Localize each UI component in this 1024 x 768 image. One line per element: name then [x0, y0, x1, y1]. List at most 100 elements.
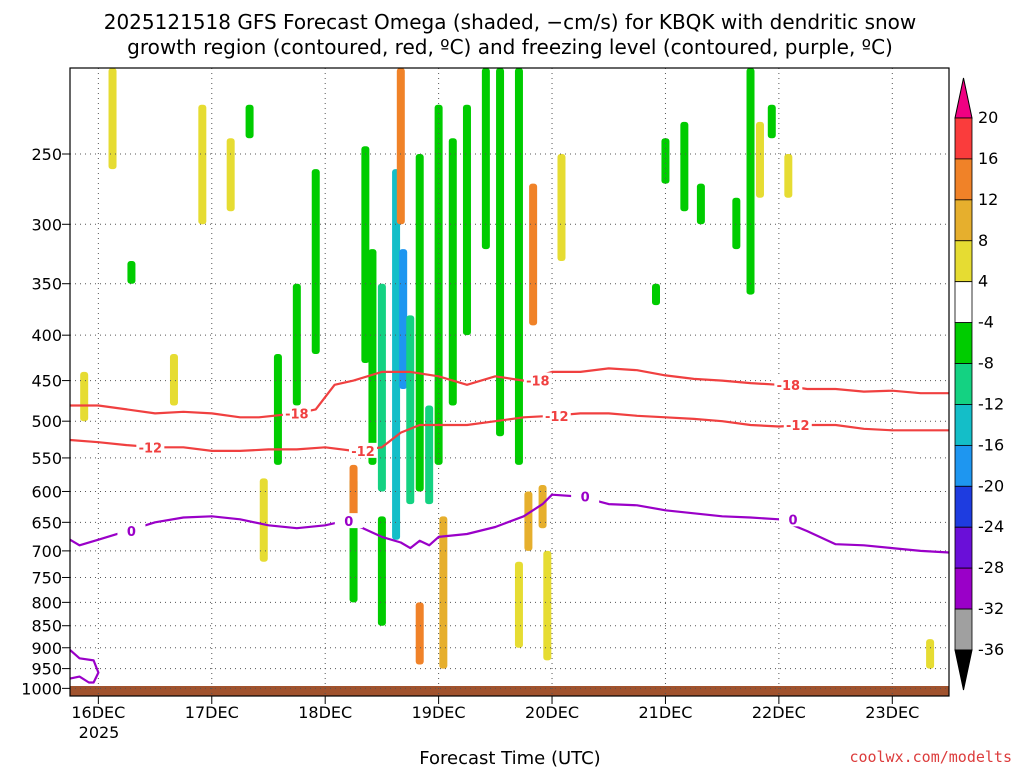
omega-cell	[245, 104, 254, 139]
x-axis-label: Forecast Time (UTC)	[419, 748, 600, 768]
omega-cell	[448, 138, 457, 406]
omega-cell	[746, 68, 755, 295]
contour-label-bg	[282, 405, 311, 421]
colorbar-swatch	[954, 526, 973, 569]
contour-label-bg	[136, 439, 165, 455]
contour-line	[69, 493, 950, 554]
colorbar-swatch	[954, 363, 973, 405]
omega-cell	[557, 154, 566, 262]
x-tick-label: 21DEC	[638, 703, 692, 722]
colorbar-swatch	[954, 281, 973, 324]
omega-cell	[377, 516, 386, 626]
omega-cell	[292, 283, 301, 406]
omega-cell	[652, 283, 660, 306]
omega-cell	[784, 154, 793, 198]
y-tick-label: 800	[31, 593, 62, 612]
x-tick-label: 23DEC	[865, 703, 919, 722]
omega-cell	[439, 516, 448, 669]
contour-line	[69, 649, 100, 684]
contour-label: -12	[545, 410, 569, 425]
y-tick-label: 500	[31, 412, 62, 431]
omega-cell	[349, 464, 358, 517]
y-tick-label: 350	[31, 275, 62, 294]
colorbar-tick-label: -36	[978, 640, 1004, 659]
omega-cell	[755, 121, 764, 198]
x-tick-label: 20DEC	[525, 703, 579, 722]
omega-cell	[361, 146, 370, 364]
colorbar: 20 16 12 8 4 -4 -8 -12 -16 -20 -24 -28 -32 -36	[954, 77, 1004, 691]
omega-cell	[543, 550, 552, 661]
colorbar-swatch	[954, 485, 973, 528]
omega-cell	[661, 138, 670, 184]
omega-shading-layer	[80, 68, 935, 669]
contour-label: 0	[581, 491, 590, 506]
omega-cell	[311, 169, 320, 354]
x-tick-label: 17DEC	[185, 703, 239, 722]
colorbar-tick-label: -16	[978, 435, 1004, 454]
y-tick-label: 600	[31, 482, 62, 501]
contour-line	[70, 367, 949, 419]
colorbar-swatch	[954, 444, 973, 487]
colorbar-tick-label: -8	[978, 354, 994, 373]
omega-cell	[767, 104, 776, 139]
contour-label-bg	[779, 511, 808, 527]
contour-label: -18	[777, 379, 801, 394]
contour-label: -12	[139, 441, 163, 456]
contour-label: -18	[526, 375, 550, 390]
contour-label-bg	[774, 376, 803, 392]
omega-cell	[399, 249, 408, 390]
omega-cell	[127, 261, 136, 284]
y-tick-label: 550	[31, 449, 62, 468]
contour-label-bg	[334, 513, 363, 529]
contour-label-bg	[523, 372, 552, 388]
colorbar-max-triangle	[954, 77, 973, 119]
credit-text[interactable]: coolwx.com/modelts	[849, 748, 1012, 766]
omega-cell	[392, 169, 401, 540]
omega-cell	[80, 371, 89, 422]
contour-layer: -18 -18 -18 -12 -12 -12 -12 0 0 0 0	[69, 367, 950, 684]
y-tick-label: 300	[31, 215, 62, 234]
colorbar-min-triangle	[954, 649, 973, 691]
colorbar-swatch	[954, 199, 973, 242]
omega-cell	[926, 639, 935, 669]
x-tick-label: 18DEC	[298, 703, 352, 722]
omega-cell	[368, 249, 377, 465]
y-tick-label: 1000	[21, 679, 62, 698]
contour-line	[69, 412, 949, 452]
y-tick-label: 450	[31, 372, 62, 391]
x-axis-year-label: 2025	[79, 723, 120, 742]
colorbar-tick-label: 4	[978, 272, 988, 291]
contour-label: -12	[351, 445, 375, 460]
omega-cell	[406, 315, 415, 505]
omega-cell	[496, 68, 505, 437]
omega-cell	[538, 484, 547, 529]
contour-label-bg	[783, 417, 812, 433]
terrain-layer	[70, 686, 949, 696]
y-tick-label: 400	[31, 326, 62, 345]
x-tick-label: 16DEC	[71, 703, 125, 722]
contour-label-bg	[571, 488, 600, 504]
omega-cell	[434, 104, 443, 465]
chart-title-line1: 2025121518 GFS Forecast Omega (shaded, −…	[104, 10, 917, 34]
colorbar-tick-label: -28	[978, 558, 1004, 577]
y-tick-label: 850	[31, 617, 62, 636]
y-tick-label: 900	[31, 639, 62, 658]
contour-label: 0	[789, 513, 798, 528]
omega-cell	[108, 68, 117, 170]
colorbar-tick-label: -24	[978, 517, 1004, 536]
y-tick-label: 950	[31, 660, 62, 679]
contour-label-bg	[349, 442, 377, 458]
omega-cell	[462, 104, 471, 336]
colorbar-tick-label: 8	[978, 231, 988, 250]
omega-cell	[226, 138, 235, 212]
omega-cell	[425, 405, 434, 505]
omega-cell	[415, 154, 424, 492]
ground-terrain	[70, 686, 949, 696]
contour-label-bg	[117, 523, 146, 539]
contour-label: -18	[285, 407, 309, 422]
y-tick-label: 750	[31, 568, 62, 587]
omega-cell	[524, 491, 533, 551]
omega-cell	[514, 561, 523, 648]
omega-cell	[696, 183, 705, 225]
